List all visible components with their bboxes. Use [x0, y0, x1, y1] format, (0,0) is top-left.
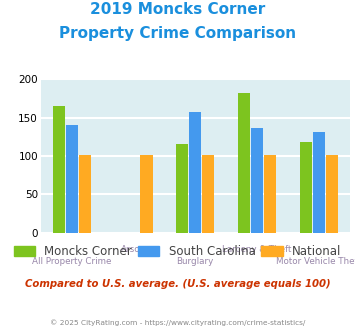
Text: Burglary: Burglary: [177, 257, 214, 266]
Bar: [140, 155, 153, 233]
Text: © 2025 CityRating.com - https://www.cityrating.com/crime-statistics/: © 2025 CityRating.com - https://www.city…: [50, 319, 305, 326]
Text: Compared to U.S. average. (U.S. average equals 100): Compared to U.S. average. (U.S. average …: [25, 279, 330, 289]
Legend: Moncks Corner, South Carolina, National: Moncks Corner, South Carolina, National: [13, 245, 342, 258]
Text: Larceny & Theft: Larceny & Theft: [222, 245, 292, 254]
Bar: [78, 155, 91, 233]
Text: Motor Vehicle Theft: Motor Vehicle Theft: [276, 257, 355, 266]
Bar: [189, 112, 201, 233]
Bar: [66, 125, 78, 233]
Bar: [238, 93, 250, 233]
Bar: [300, 142, 312, 233]
Bar: [264, 155, 276, 233]
Bar: [326, 155, 338, 233]
Text: Property Crime Comparison: Property Crime Comparison: [59, 26, 296, 41]
Text: All Property Crime: All Property Crime: [32, 257, 111, 266]
Bar: [202, 155, 214, 233]
Bar: [251, 128, 263, 233]
Bar: [53, 106, 65, 233]
Text: 2019 Moncks Corner: 2019 Moncks Corner: [90, 2, 265, 16]
Bar: [176, 145, 189, 233]
Text: Arson: Arson: [121, 245, 146, 254]
Bar: [313, 132, 325, 233]
